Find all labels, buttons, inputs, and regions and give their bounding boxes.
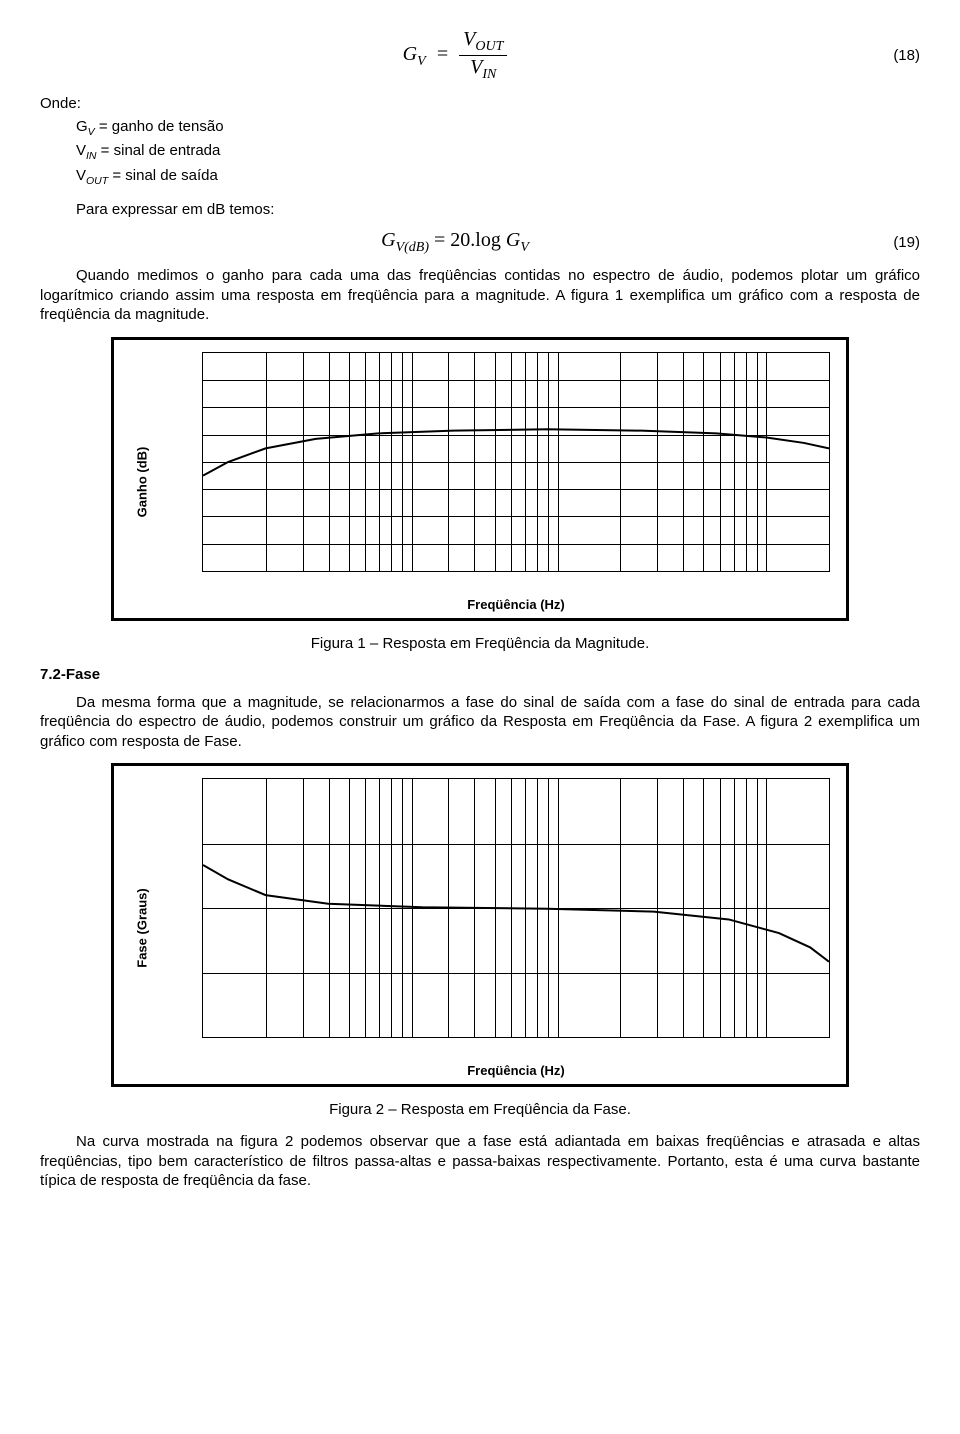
eq18-den-sub: IN <box>482 67 496 82</box>
chart-phase: Fase (Graus) -180-900901801001k10k Freqü… <box>111 763 849 1087</box>
eq19-lhs: G <box>381 229 395 251</box>
def-vin-txt: = sinal de entrada <box>97 142 221 159</box>
def-gv: GV = ganho de tensão <box>76 116 920 141</box>
def-vout-txt: = sinal de saída <box>108 167 218 184</box>
eq19-rhs: G <box>506 229 520 251</box>
para-after-eq19: Quando medimos o ganho para cada uma das… <box>40 266 920 325</box>
figure1-caption: Figura 1 – Resposta em Freqüência da Mag… <box>40 635 920 652</box>
def-gv-sym: G <box>76 118 88 135</box>
chart2-plot-area: -180-900901801001k10k <box>202 778 830 1038</box>
def-vin: VIN = sinal de entrada <box>76 140 920 165</box>
def-vin-sym: V <box>76 142 86 159</box>
definitions-block: Onde: GV = ganho de tensão VIN = sinal d… <box>76 93 920 190</box>
chart1-xlabel: Freqüência (Hz) <box>202 597 830 612</box>
eq18-lhs-sub: V <box>417 54 426 69</box>
chart2-ylabel: Fase (Graus) <box>135 889 150 968</box>
eq19-rhs-sub: V <box>520 240 529 255</box>
def-vout-sym: V <box>76 167 86 184</box>
eq18-den: V <box>470 56 482 78</box>
eq19-mid: = 20.log <box>434 229 501 251</box>
para-express-db: Para expressar em dB temos: <box>76 200 920 220</box>
chart1-ylabel: Ganho (dB) <box>135 446 150 517</box>
def-vout: VOUT = sinal de saída <box>76 165 920 190</box>
equation-18: GV = VOUT VIN (18) <box>40 28 920 83</box>
para-final: Na curva mostrada na figura 2 podemos ob… <box>40 1132 920 1191</box>
chart1-plot-area: -20-1001020304050601001k10k <box>202 352 830 572</box>
figure2-caption: Figura 2 – Resposta em Freqüência da Fas… <box>40 1101 920 1118</box>
eq18-num: V <box>463 28 475 50</box>
eq18-fraction: VOUT VIN <box>459 28 507 83</box>
equation-18-body: GV = VOUT VIN <box>40 28 870 83</box>
para-fase: Da mesma forma que a magnitude, se relac… <box>40 693 920 752</box>
equation-19: GV(dB) = 20.log GV (19) <box>40 229 920 256</box>
eq18-lhs: G <box>403 43 417 65</box>
eq19-lhs-sub: V(dB) <box>396 240 429 255</box>
def-gv-txt: = ganho de tensão <box>95 118 224 135</box>
def-vin-sub: IN <box>86 150 97 162</box>
def-gv-sub: V <box>88 126 95 138</box>
response-curve <box>203 779 829 1037</box>
chart2-xlabel: Freqüência (Hz) <box>202 1063 830 1078</box>
onde-label: Onde: <box>40 93 920 116</box>
def-vout-sub: OUT <box>86 175 108 187</box>
chart-magnitude: Ganho (dB) -20-1001020304050601001k10k F… <box>111 337 849 621</box>
equation-19-number: (19) <box>870 234 920 251</box>
equation-18-number: (18) <box>870 47 920 64</box>
equation-19-body: GV(dB) = 20.log GV <box>40 229 870 256</box>
section-7-2-heading: 7.2-Fase <box>40 666 920 683</box>
response-curve <box>203 353 829 571</box>
eq18-num-sub: OUT <box>475 39 503 54</box>
